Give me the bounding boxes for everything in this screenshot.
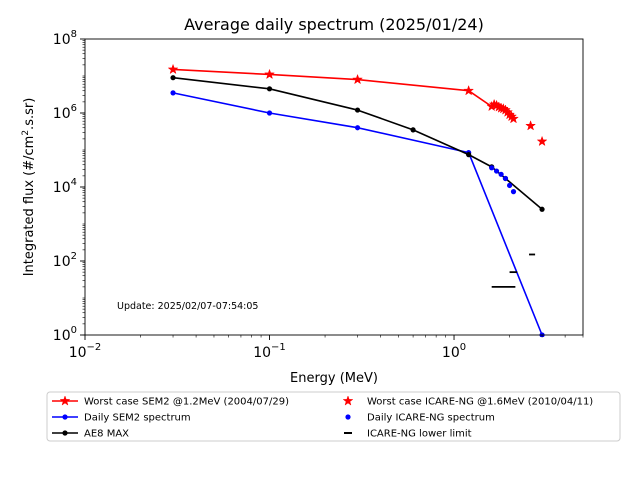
series-point: [502, 175, 509, 182]
x-tick-label: 10−1: [253, 342, 286, 361]
series-point: [463, 84, 475, 96]
series-point: [525, 120, 537, 131]
series-point: [508, 112, 519, 124]
y-tick-label: 104: [53, 177, 77, 196]
y-tick-label: 108: [53, 29, 77, 48]
series-point: [170, 90, 176, 96]
series-point: [354, 107, 361, 113]
y-tick-label-base: 10: [53, 32, 71, 48]
legend-entry-0: Worst case SEM2 @1.2MeV (2004/07/29): [52, 395, 289, 408]
legend-marker: [62, 414, 68, 420]
y-tick-label-base: 10: [53, 328, 71, 344]
series-4: [489, 165, 517, 195]
series-layer: [167, 63, 548, 337]
series-point: [536, 135, 548, 147]
series-point: [510, 189, 517, 195]
series-point: [539, 206, 545, 212]
x-axis-label: Energy (MeV): [290, 371, 378, 386]
series-point: [410, 127, 416, 133]
series-point: [493, 168, 500, 174]
legend-label: Worst case ICARE-NG @1.6MeV (2010/04/11): [367, 397, 593, 408]
x-tick-label-base: 10: [69, 345, 87, 361]
legend-marker: [62, 430, 68, 436]
series-0: [167, 63, 519, 124]
y-tick-label-exp: 8: [71, 29, 77, 40]
series-point: [266, 110, 273, 116]
series-point: [266, 86, 273, 92]
legend-label: Worst case SEM2 @1.2MeV (2004/07/29): [84, 397, 289, 408]
y-tick-label-exp: 2: [71, 251, 77, 262]
legend-marker: [342, 395, 354, 406]
y-tick-label: 102: [53, 251, 77, 270]
series-3: [525, 120, 548, 147]
legend-label: Daily SEM2 spectrum: [84, 413, 191, 424]
x-tick-label-base: 10: [442, 345, 460, 361]
y-tick-label-exp: 6: [71, 103, 77, 114]
legend: Worst case SEM2 @1.2MeV (2004/07/29) Dail…: [46, 391, 621, 442]
y-axis-label: Integrated flux (#/cm2.s.sr): [21, 98, 37, 277]
legend-marker: [59, 395, 71, 406]
legend-entry-4: Daily ICARE-NG spectrum: [345, 413, 495, 424]
legend-label: Daily ICARE-NG spectrum: [367, 413, 495, 424]
series-point: [466, 152, 472, 158]
y-tick-label-base: 10: [53, 180, 71, 196]
series-point: [170, 75, 176, 81]
legend-entry-1: Daily SEM2 spectrum: [52, 413, 191, 424]
y-tick-label-exp: 4: [71, 177, 77, 188]
legend-box: [46, 391, 621, 442]
x-tick-label-exp: −2: [87, 342, 102, 353]
legend-marker: [345, 414, 351, 420]
series-line: [172, 68, 515, 120]
legend-label: ICARE-NG lower limit: [367, 429, 472, 440]
series-point: [506, 182, 513, 189]
chart-title: Average daily spectrum (2025/01/24): [184, 15, 484, 34]
x-tick-label-base: 10: [253, 345, 271, 361]
series-point: [264, 68, 275, 80]
series-point: [498, 171, 504, 177]
series-point: [489, 165, 495, 171]
y-tick-label-exp: 0: [71, 325, 77, 336]
series-line: [172, 76, 543, 210]
series-point: [354, 125, 361, 131]
series-5: [491, 253, 536, 288]
legend-entry-3: Worst case ICARE-NG @1.6MeV (2010/04/11): [342, 395, 593, 408]
y-tick-label: 100: [53, 325, 77, 344]
x-axis: 10−2 10−1 100: [69, 335, 584, 361]
legend-items: Worst case SEM2 @1.2MeV (2004/07/29) Dail…: [52, 395, 593, 440]
series-point: [167, 63, 179, 75]
y-tick-label-base: 10: [53, 254, 71, 270]
x-tick-label: 10−2: [69, 342, 102, 361]
y-tick-label: 106: [53, 103, 77, 122]
x-tick-label: 100: [442, 342, 466, 361]
legend-label: AE8 MAX: [84, 429, 129, 440]
legend-entry-5: ICARE-NG lower limit: [344, 429, 472, 440]
legend-entry-2: AE8 MAX: [52, 429, 129, 440]
x-tick-label-exp: −1: [271, 342, 286, 353]
y-tick-label-base: 10: [53, 106, 71, 122]
series-2: [170, 75, 545, 212]
series-point: [352, 73, 364, 85]
update-annotation: Update: 2025/02/07-07:54:05: [117, 301, 258, 312]
x-tick-label-exp: 0: [460, 342, 466, 353]
